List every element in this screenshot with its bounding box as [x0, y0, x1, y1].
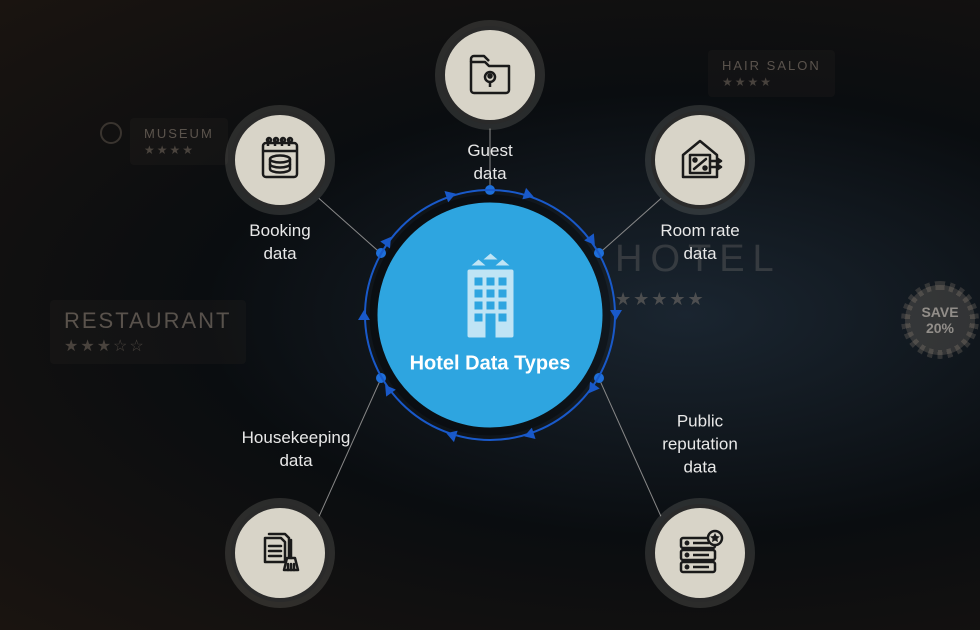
node-housekeeping — [231, 504, 329, 602]
node-guest — [441, 26, 539, 124]
hotel-building-icon — [455, 254, 525, 339]
files-broom-icon — [255, 526, 305, 581]
calendar-db-icon — [255, 133, 305, 188]
node-label-housekeeping: Housekeeping data — [242, 427, 351, 473]
node-reputation — [651, 504, 749, 602]
bg-card-museum: MUSEUM ★★★★ — [130, 118, 228, 165]
save-badge: SAVE 20% — [905, 285, 975, 355]
node-booking — [231, 111, 329, 209]
node-label-booking: Booking data — [249, 220, 310, 266]
node-label-reputation: Public reputation data — [662, 411, 738, 480]
center-circle: Hotel Data Types — [378, 203, 603, 428]
server-star-icon — [675, 526, 725, 581]
center-title: Hotel Data Types — [410, 351, 571, 377]
node-label-guest: Guest data — [467, 140, 512, 186]
house-percent-icon — [675, 133, 725, 188]
node-roomrate — [651, 111, 749, 209]
node-label-roomrate: Room rate data — [660, 220, 739, 266]
connector-line — [319, 198, 382, 254]
connector-line — [599, 378, 662, 516]
folder-pin-icon — [465, 48, 515, 103]
bg-card-restaurant: RESTAURANT ★★★☆☆ — [50, 300, 246, 364]
bg-card-hairsalon: HAIR SALON ★★★★ — [708, 50, 835, 97]
